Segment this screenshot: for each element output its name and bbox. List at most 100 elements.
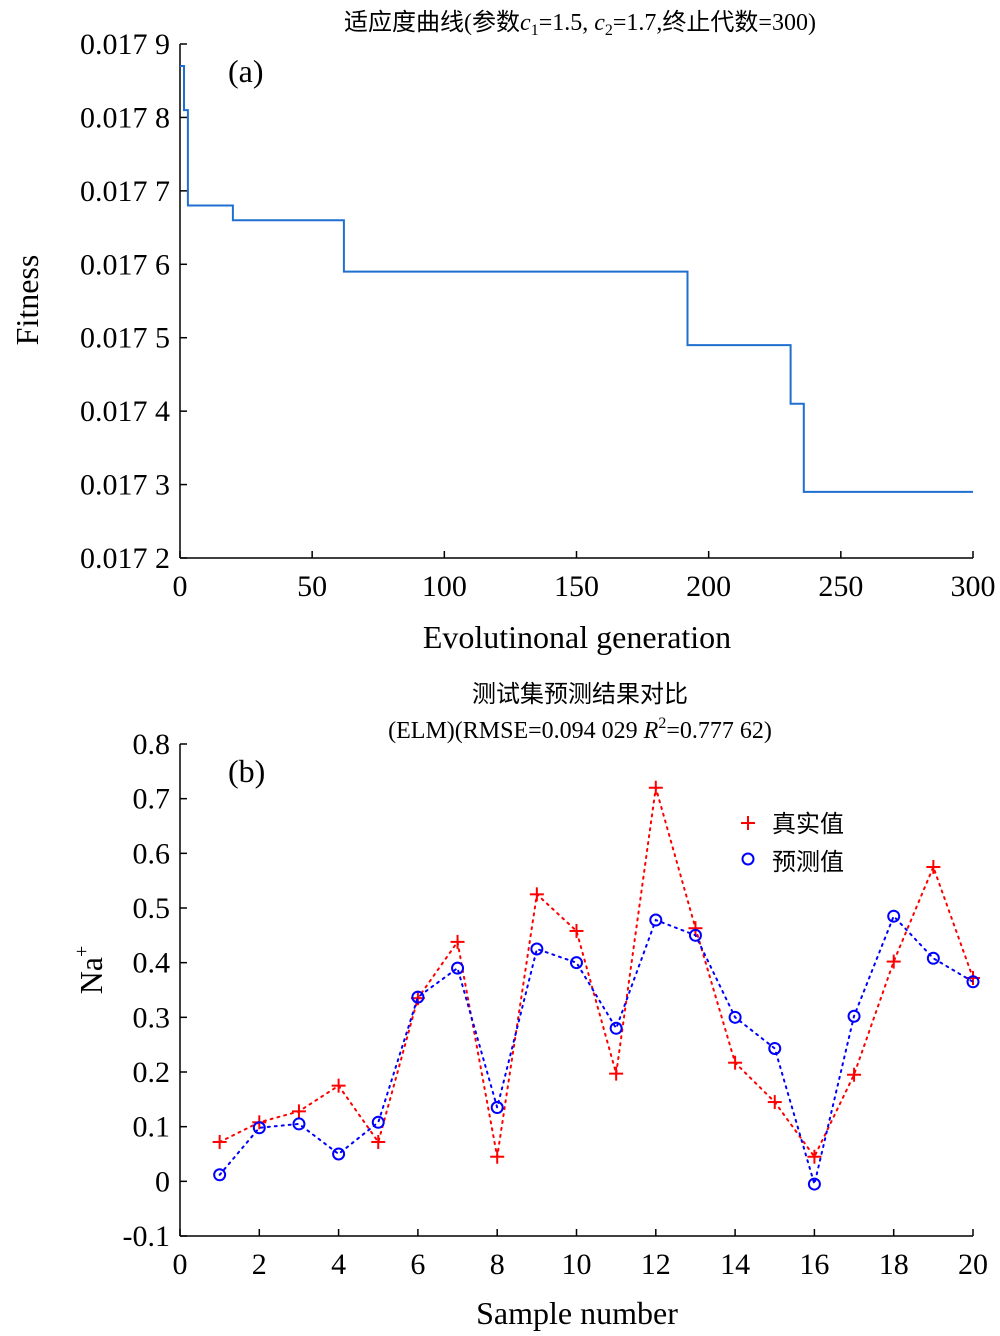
chart-a-x-tick-label: 100 xyxy=(422,570,467,603)
chart-a-y-tick-label: 0.017 4 xyxy=(80,395,170,428)
chart-b-y-tick-label: 0.1 xyxy=(133,1111,171,1144)
chart-b-y-tick-label: 0.8 xyxy=(133,728,171,761)
chart-b-y-tick-label: 0.5 xyxy=(133,892,171,925)
chart-b-series xyxy=(212,780,980,1191)
chart-a-x-tick-label: 300 xyxy=(951,570,996,603)
legend-item-true-value: 真实值 xyxy=(741,810,844,838)
legend-marker-circle xyxy=(741,852,755,866)
chart-b-x-tick-label: 14 xyxy=(720,1248,750,1281)
chart-b-x-tick-label: 12 xyxy=(641,1248,671,1281)
series-1-point-2 xyxy=(252,1121,266,1135)
chart-b-x-tick-label: 4 xyxy=(331,1248,346,1281)
chart-a-y-tick-label: 0.017 8 xyxy=(80,101,170,134)
series-1-dotted-line xyxy=(218,914,974,1189)
prediction-chart: 测试集预测结果对比 (ELM)(RMSE=0.094 029 R2=0.777 … xyxy=(71,681,988,1331)
chart-a-x-axis-label: Evolutinonal generation xyxy=(423,619,731,655)
series-0-point-19 xyxy=(926,860,941,874)
series-0-point-8 xyxy=(490,1149,505,1164)
series-1-point-18 xyxy=(887,909,901,923)
chart-b-y-axis-label: Na+ xyxy=(71,946,109,995)
series-1-point-4 xyxy=(332,1147,346,1161)
chart-b-x-tick-label: 8 xyxy=(490,1248,505,1281)
chart-a-y-tick-label: 0.017 6 xyxy=(80,248,170,281)
chart-b-y-tick-label: 0.7 xyxy=(133,783,171,816)
chart-a-x-ticks: 0 50 100 150 200 250 300 xyxy=(173,551,996,603)
series-0 xyxy=(212,780,980,1164)
series-0-point-1 xyxy=(212,1134,227,1149)
series-0-point-5 xyxy=(371,1134,386,1149)
chart-b-y-tick-label: 0.3 xyxy=(133,1001,171,1034)
series-0-point-16 xyxy=(807,1149,822,1164)
series-1-point-17 xyxy=(847,1009,861,1023)
series-0-dotted-line xyxy=(218,787,974,1159)
chart-a-title: 适应度曲线(参数c1=1.5, c2=1.7,终止代数=300) xyxy=(344,9,816,39)
chart-b-x-tick-label: 2 xyxy=(252,1248,267,1281)
legend-item-predicted-value: 预测值 xyxy=(741,848,844,876)
chart-a-y-ticks: 0.017 2 0.017 3 0.017 4 0.017 5 0.017 6 0.017… xyxy=(80,28,187,575)
series-0-point-11 xyxy=(609,1066,624,1081)
series-1-point-6 xyxy=(411,990,425,1004)
series-1-point-16 xyxy=(807,1177,821,1191)
chart-a-y-tick-label: 0.017 7 xyxy=(80,175,170,208)
chart-b-x-tick-label: 20 xyxy=(958,1248,988,1281)
chart-a-axes xyxy=(179,44,973,559)
fitness-line xyxy=(180,65,973,493)
series-0-point-7 xyxy=(450,934,465,949)
series-0-point-12 xyxy=(648,780,663,795)
chart-b-x-tick-label: 0 xyxy=(173,1248,188,1281)
legend-label-predicted-value: 预测值 xyxy=(772,848,844,876)
legend-label-true-value: 真实值 xyxy=(772,810,844,838)
legend-plus-symbol xyxy=(741,816,755,830)
chart-a-y-tick-label: 0.017 2 xyxy=(80,542,170,575)
legend-marker-plus xyxy=(741,816,755,830)
series-1-point-19 xyxy=(926,951,940,965)
series-1-point-20 xyxy=(966,975,980,989)
chart-b-y-tick-label: 0.2 xyxy=(133,1056,171,1089)
chart-a-y-tick-label: 0.017 5 xyxy=(80,322,170,355)
chart-a-y-tick-label: 0.017 9 xyxy=(80,28,170,61)
chart-b-legend: 真实值 预测值 xyxy=(741,810,844,876)
chart-b-title-line2: (ELM)(RMSE=0.094 029 R2=0.777 62) xyxy=(388,715,772,744)
series-1-point-15 xyxy=(768,1041,782,1055)
chart-a-x-tick-label: 0 xyxy=(173,570,188,603)
series-0-point-10 xyxy=(569,923,584,938)
series-1-point-13 xyxy=(688,928,702,942)
legend-circle-symbol xyxy=(741,852,755,866)
chart-a-y-axis-label: Fitness xyxy=(9,255,45,346)
chart-b-axes xyxy=(179,744,973,1237)
chart-b-x-tick-label: 16 xyxy=(799,1248,829,1281)
chart-b-y-tick-label: 0 xyxy=(155,1165,170,1198)
series-0-point-3 xyxy=(291,1104,306,1119)
series-1-point-11 xyxy=(609,1021,623,1035)
series-1-point-7 xyxy=(451,961,465,975)
series-0-point-9 xyxy=(529,887,544,902)
series-0-point-4 xyxy=(331,1078,346,1093)
chart-a-x-tick-label: 150 xyxy=(554,570,599,603)
series-0-point-14 xyxy=(728,1055,743,1070)
series-0-point-15 xyxy=(767,1095,782,1110)
series-1-point-14 xyxy=(728,1010,742,1024)
chart-b-y-ticks: -0.1 0 0.1 0.2 0.3 0.4 0.5 0.6 0.7 0.8 xyxy=(123,728,187,1253)
series-1-point-3 xyxy=(292,1117,306,1131)
chart-a-x-tick-label: 200 xyxy=(686,570,731,603)
chart-b-y-tick-label: -0.1 xyxy=(123,1220,171,1253)
series-1-point-9 xyxy=(530,942,544,956)
chart-b-title-line1: 测试集预测结果对比 xyxy=(472,681,688,708)
panel-label-a: (a) xyxy=(228,53,264,89)
panel-label-b: (b) xyxy=(228,753,265,789)
chart-b-y-tick-label: 0.4 xyxy=(133,947,171,980)
series-1-point-8 xyxy=(490,1101,504,1115)
chart-b-y-tick-label: 0.6 xyxy=(133,837,171,870)
series-0-point-13 xyxy=(688,921,703,936)
series-1-point-1 xyxy=(213,1168,227,1182)
chart-a-x-tick-label: 250 xyxy=(818,570,863,603)
series-1-point-5 xyxy=(371,1115,385,1129)
chart-b-x-tick-label: 6 xyxy=(410,1248,425,1281)
series-0-point-17 xyxy=(847,1067,862,1082)
chart-b-x-axis-label: Sample number xyxy=(476,1295,678,1331)
series-1 xyxy=(213,909,980,1191)
series-1-point-12 xyxy=(649,913,663,927)
chart-b-x-ticks: 0 2 4 6 8 10 12 14 16 18 20 xyxy=(173,1229,988,1281)
chart-a-series xyxy=(180,65,973,493)
